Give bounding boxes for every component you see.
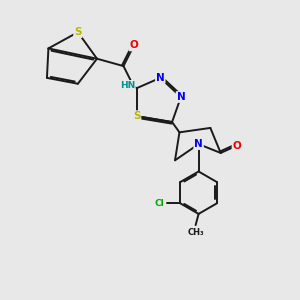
Text: HN: HN <box>120 81 135 90</box>
Text: O: O <box>129 40 138 50</box>
Text: O: O <box>232 141 241 151</box>
Text: N: N <box>156 73 165 83</box>
Text: Cl: Cl <box>155 199 164 208</box>
Text: CH₃: CH₃ <box>187 228 204 237</box>
Text: N: N <box>194 139 203 149</box>
Text: S: S <box>133 111 140 121</box>
Text: N: N <box>176 92 185 102</box>
Text: S: S <box>74 27 82 37</box>
